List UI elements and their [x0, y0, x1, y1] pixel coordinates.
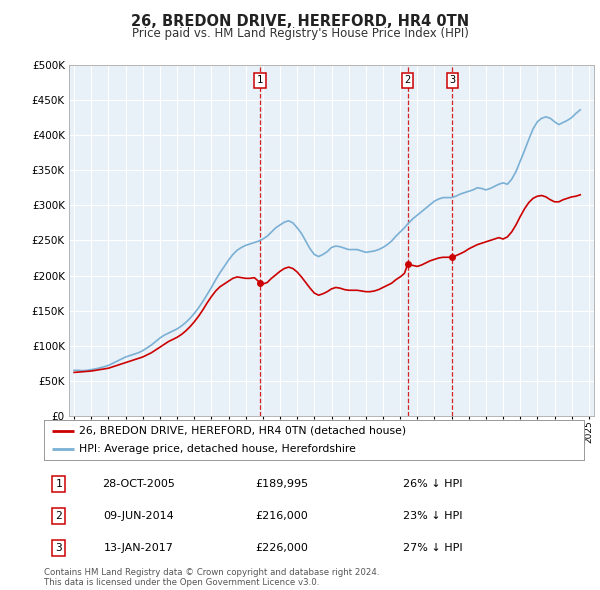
Text: 1: 1 [56, 479, 62, 489]
Text: 27% ↓ HPI: 27% ↓ HPI [403, 543, 463, 553]
Text: 28-OCT-2005: 28-OCT-2005 [102, 479, 175, 489]
Text: HPI: Average price, detached house, Herefordshire: HPI: Average price, detached house, Here… [79, 444, 356, 454]
Text: 23% ↓ HPI: 23% ↓ HPI [403, 511, 463, 521]
Text: Price paid vs. HM Land Registry's House Price Index (HPI): Price paid vs. HM Land Registry's House … [131, 27, 469, 40]
Text: 26, BREDON DRIVE, HEREFORD, HR4 0TN (detached house): 26, BREDON DRIVE, HEREFORD, HR4 0TN (det… [79, 426, 406, 436]
Text: Contains HM Land Registry data © Crown copyright and database right 2024.
This d: Contains HM Land Registry data © Crown c… [44, 568, 379, 587]
Text: 2: 2 [404, 76, 411, 86]
Text: 09-JUN-2014: 09-JUN-2014 [103, 511, 173, 521]
Text: 26, BREDON DRIVE, HEREFORD, HR4 0TN: 26, BREDON DRIVE, HEREFORD, HR4 0TN [131, 14, 469, 30]
Text: 3: 3 [56, 543, 62, 553]
Text: £226,000: £226,000 [255, 543, 308, 553]
Text: £216,000: £216,000 [255, 511, 308, 521]
Text: £189,995: £189,995 [255, 479, 308, 489]
Text: 26% ↓ HPI: 26% ↓ HPI [403, 479, 463, 489]
Text: 13-JAN-2017: 13-JAN-2017 [103, 543, 173, 553]
Text: 3: 3 [449, 76, 455, 86]
Text: 1: 1 [257, 76, 263, 86]
Text: 2: 2 [56, 511, 62, 521]
